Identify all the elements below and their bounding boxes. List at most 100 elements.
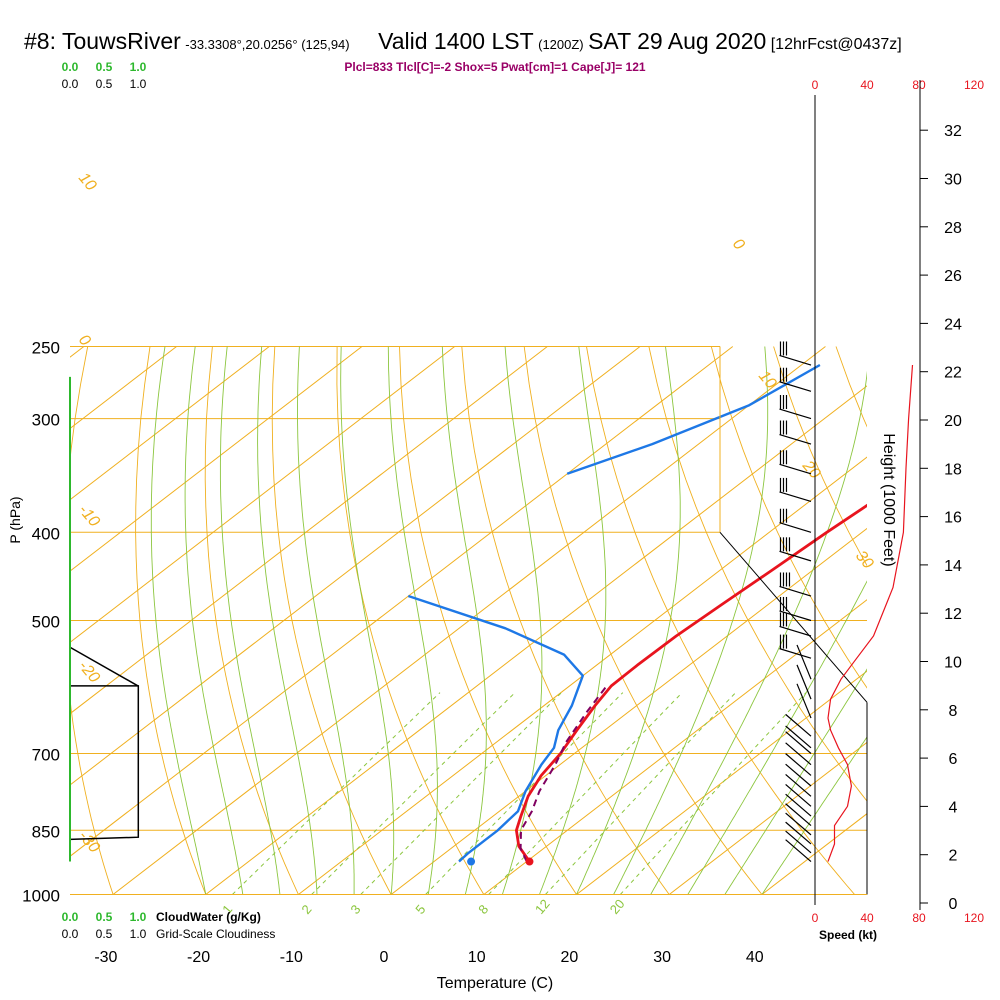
- isotherm-line: [70, 346, 455, 644]
- wind-barb: [779, 634, 812, 659]
- wind-barb-shaft: [779, 610, 812, 622]
- mixing-ratio-label: 8: [475, 902, 491, 917]
- isotherm-line: [70, 346, 734, 857]
- height-tick-label: 8: [949, 703, 958, 720]
- wind-barb: [785, 821, 812, 845]
- mixing-ratio-line: [425, 692, 624, 895]
- surface-dewpoint-dot: [467, 857, 476, 866]
- moist-adiabat: [539, 346, 607, 895]
- wind-barb: [779, 367, 812, 392]
- station-coords: -33.3308°,20.0256° (125,94): [185, 37, 350, 52]
- pressure-tick-label: 250: [32, 339, 60, 358]
- wind-barb-shaft: [785, 731, 812, 754]
- height-tick-label: 14: [944, 558, 962, 575]
- speed-tick-bottom: 120: [964, 911, 984, 925]
- height-tick-label: 22: [944, 365, 962, 382]
- wind-barb-shaft: [785, 784, 812, 807]
- wind-barb-shaft: [785, 830, 812, 854]
- isotherm-label: 20: [798, 457, 823, 482]
- temperature-tick-label: 20: [561, 949, 579, 966]
- moist-adiabat: [219, 346, 281, 895]
- height-tick-label: 24: [944, 316, 962, 333]
- mixing-ratio-label: 5: [412, 902, 428, 917]
- wind-barb: [779, 341, 812, 366]
- wind-barb: [779, 612, 812, 637]
- wind-barb: [796, 664, 812, 700]
- height-tick-label: 26: [944, 268, 962, 285]
- height-tick-label: 28: [944, 220, 962, 237]
- cloudiness-scale-top: 0.0: [62, 77, 79, 91]
- cloudiness-profile: [69, 685, 140, 841]
- dewpoint-line: [407, 594, 584, 863]
- mixing-ratio-label: 3: [347, 902, 363, 917]
- isotherm-line: [483, 599, 867, 895]
- wind-barb-shaft: [785, 773, 812, 797]
- height-tick-label: 0: [949, 896, 958, 913]
- cloudiness-label: Grid-Scale Cloudiness: [156, 927, 275, 941]
- mixing-ratio-line: [619, 692, 807, 895]
- height-tick-label: 16: [944, 510, 962, 527]
- wind-barb: [796, 683, 812, 719]
- speed-tick-top: 120: [964, 78, 984, 92]
- wind-barb: [779, 596, 812, 622]
- wind-barb-shaft: [779, 463, 812, 475]
- moist-adiabat: [650, 370, 867, 895]
- wind-barb: [779, 572, 812, 597]
- cloudiness-profile-top: [69, 646, 139, 687]
- wind-barb-shaft: [785, 763, 812, 787]
- pressure-tick-label: 300: [32, 411, 60, 430]
- wind-barb-shaft: [785, 812, 812, 836]
- isotherm-label: -20: [75, 658, 103, 687]
- speed-label: Speed (kt): [819, 928, 877, 942]
- zulu-time: (1200Z): [538, 37, 584, 52]
- isotherm-line: [668, 741, 867, 895]
- temperature-tick-label: 40: [746, 949, 764, 966]
- height-tick-label: 20: [944, 413, 962, 430]
- height-tick-label: 18: [944, 461, 962, 478]
- moist-adiabat: [576, 346, 681, 895]
- isotherm-line: [70, 346, 548, 715]
- height-tick-label: 4: [949, 799, 958, 816]
- dry-adiabat: [336, 346, 485, 895]
- speed-tick-bottom: 80: [912, 911, 926, 925]
- sounding-indices: Plcl=833 Tlcl[C]=-2 Shox=5 Pwat[cm]=1 Ca…: [344, 60, 645, 74]
- cloudwater-scale-top: 1.0: [130, 60, 147, 74]
- dry-adiabat: [0, 347, 25, 895]
- mixing-ratio-line: [545, 692, 737, 895]
- wind-barb-shaft: [796, 664, 812, 700]
- dry-adiabat: [70, 346, 114, 895]
- wind-barb: [785, 773, 812, 797]
- moist-adiabat: [340, 346, 395, 895]
- dry-adiabat: [710, 346, 867, 689]
- wind-barb: [779, 477, 812, 503]
- mixing-ratio-label: 20: [607, 896, 628, 917]
- moist-adiabat: [257, 346, 318, 895]
- speed-tick-bottom: 40: [860, 911, 874, 925]
- isotherm-line: [112, 346, 826, 895]
- moist-adiabat: [297, 346, 355, 895]
- mixing-ratio-line: [488, 692, 683, 895]
- wind-barb: [785, 812, 812, 836]
- wind-barb-shaft: [785, 713, 812, 737]
- moist-adiabat: [184, 346, 244, 895]
- wind-barb-shaft: [779, 648, 812, 659]
- height-tick-label: 30: [944, 172, 962, 189]
- wind-barb-shaft: [779, 625, 812, 637]
- wind-barb: [779, 420, 812, 445]
- wind-barb-shaft: [779, 491, 812, 503]
- mixing-ratio-line: [360, 692, 562, 895]
- isotherm-line: [390, 527, 867, 895]
- wind-barb: [779, 450, 812, 475]
- isotherm-line: [205, 385, 867, 895]
- dry-adiabat: [586, 346, 855, 895]
- y-axis-label: P (hPa): [7, 496, 23, 543]
- pressure-tick-label: 850: [32, 822, 60, 841]
- wind-barb-shaft: [779, 433, 812, 445]
- cloudwater-scale-bottom: 0.5: [96, 910, 113, 924]
- speed-tick-top: 40: [860, 78, 874, 92]
- wind-barb-shaft: [785, 839, 812, 862]
- wind-barb-shaft: [785, 725, 812, 749]
- dry-adiabat: [523, 346, 763, 895]
- mixing-ratio-label: 2: [298, 902, 314, 917]
